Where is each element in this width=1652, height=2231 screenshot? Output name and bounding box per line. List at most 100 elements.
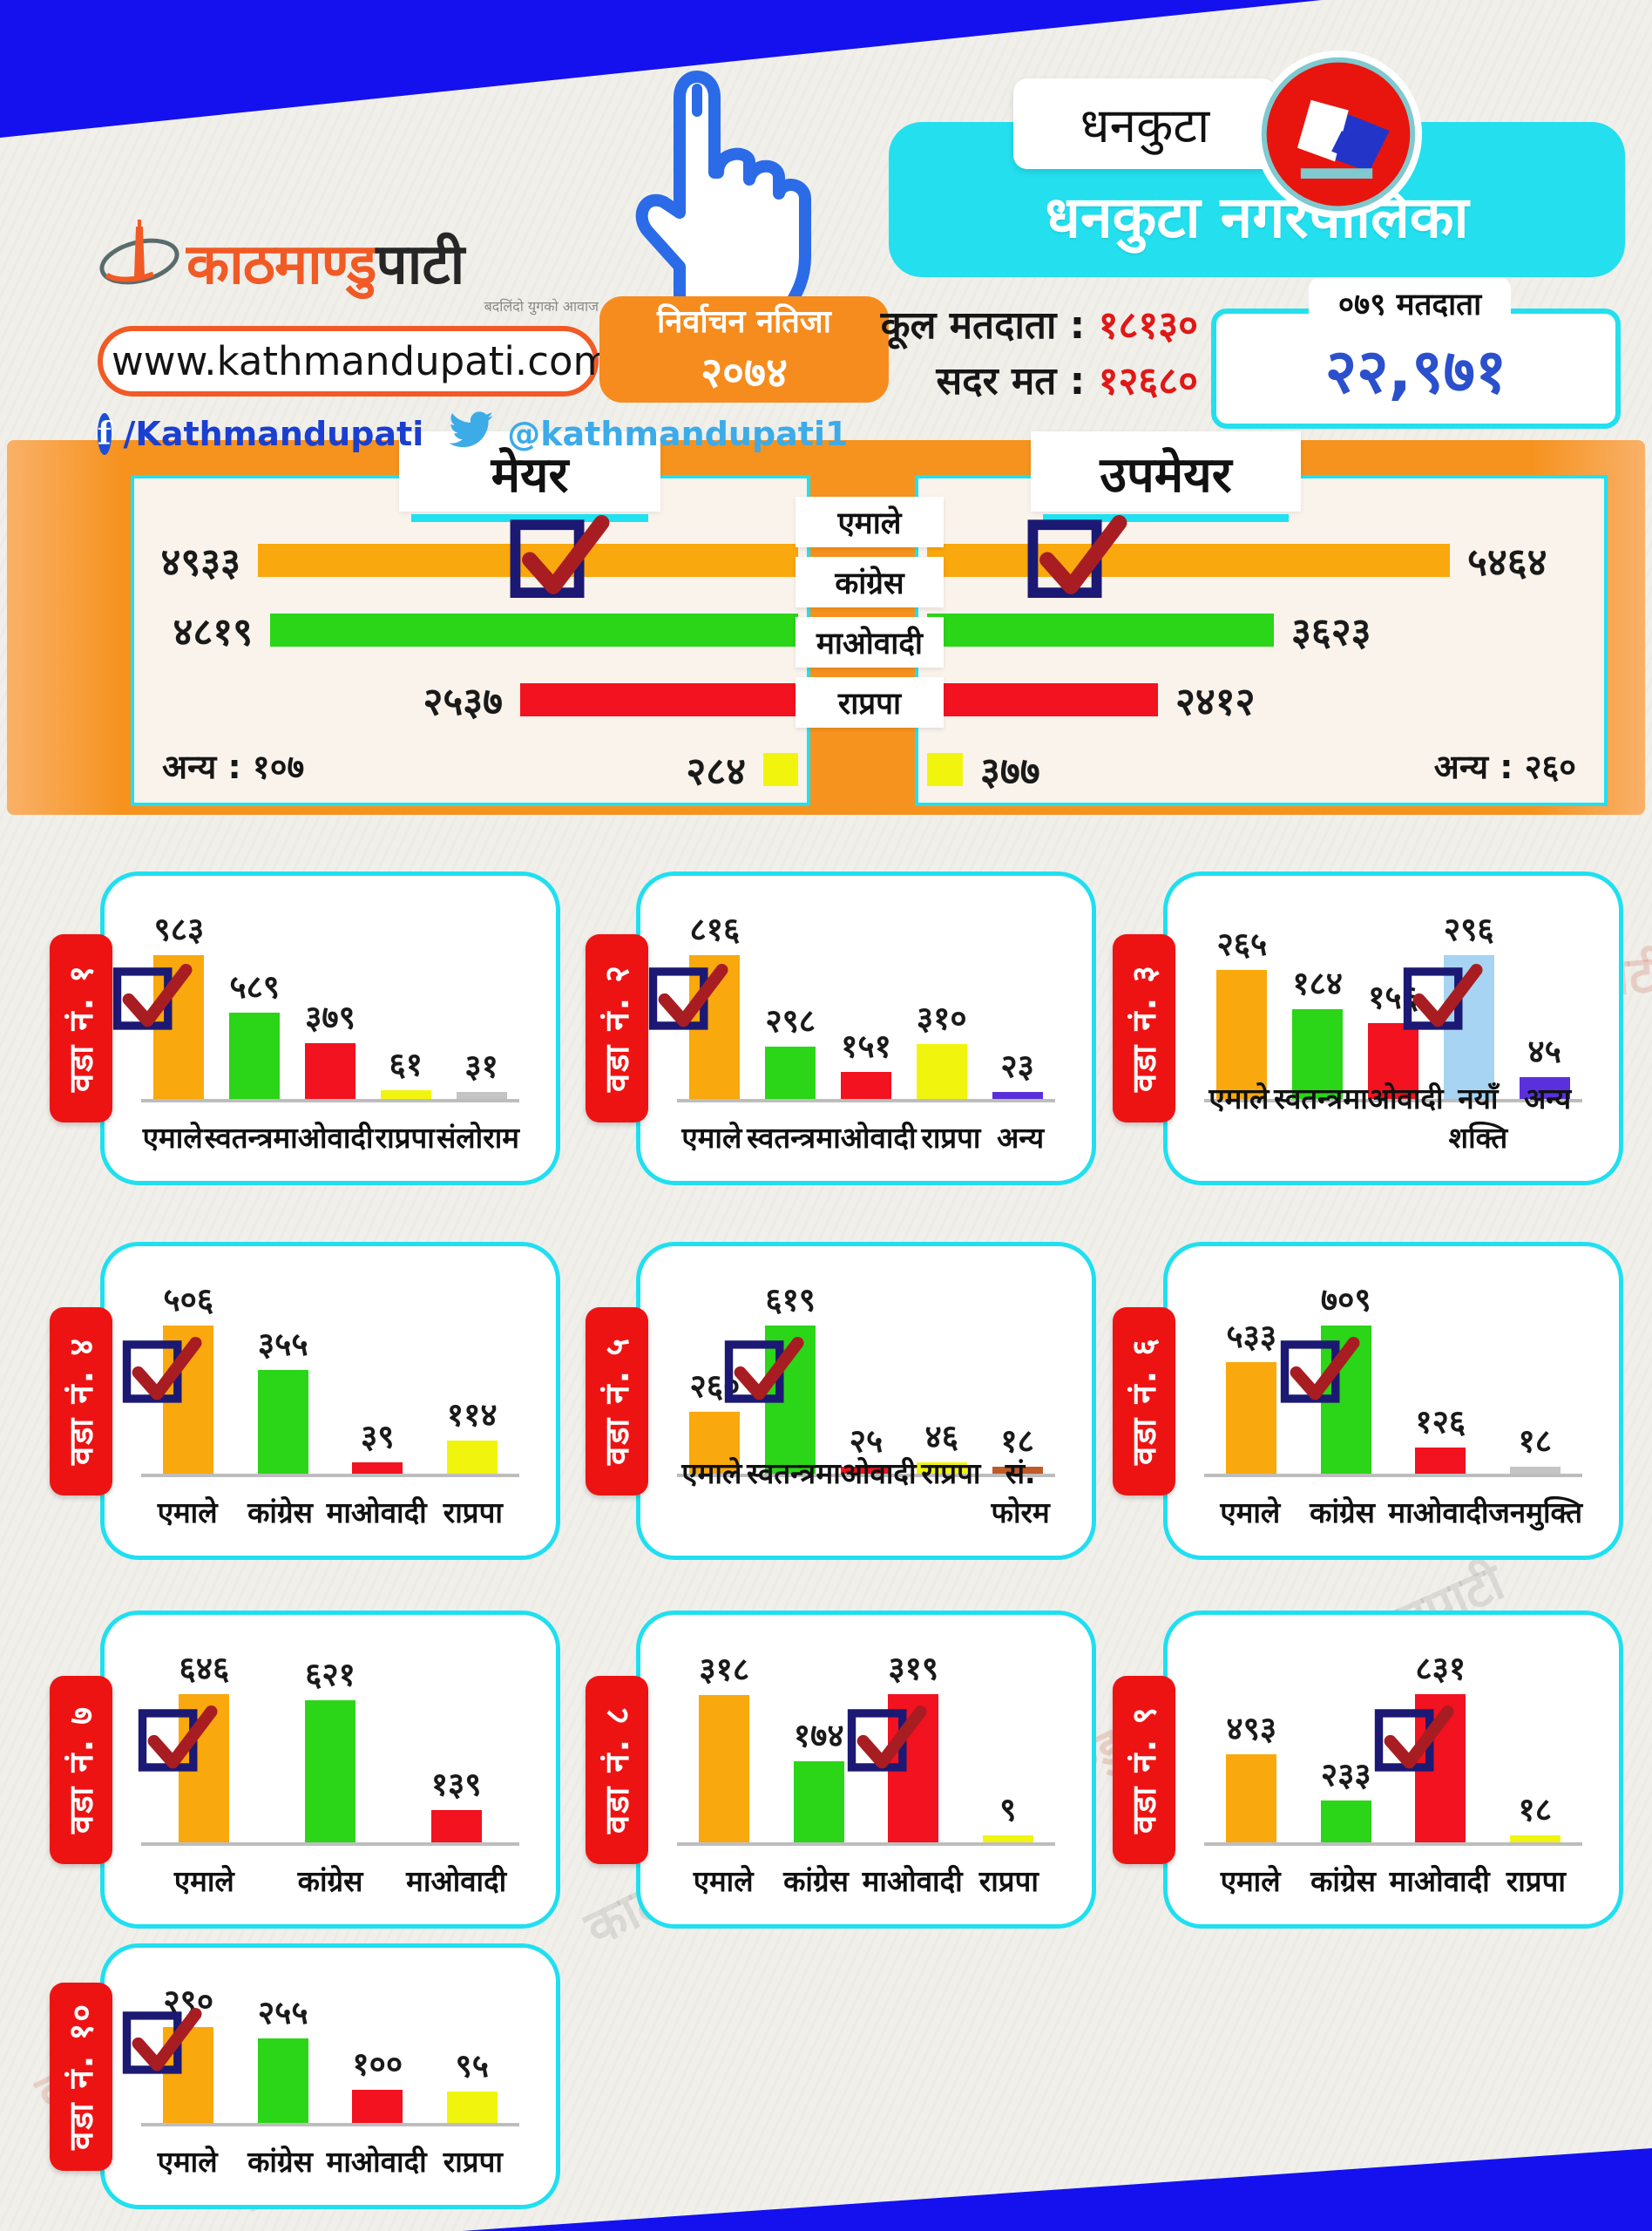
valid-votes-line: सदर मत : १२६८०	[858, 354, 1198, 410]
ward-category-label: कांग्रेस	[1310, 1864, 1376, 1898]
ward-bar-value: ८१६	[689, 911, 741, 948]
ward-bar-column: ११४	[425, 1391, 520, 1474]
ward-bar-column: ७०९	[1280, 1276, 1394, 1474]
brand-text-black: पाटी	[376, 233, 465, 297]
winner-check-icon	[1372, 1699, 1454, 1780]
ward-bar	[257, 1370, 308, 1474]
ward-category-label: अन्य	[997, 1121, 1045, 1155]
ward-category-labels: एमाले स्वतन्त्र माओवादी राप्रपा अन्य	[677, 1117, 1055, 1156]
ward-bar	[916, 1044, 967, 1099]
ward-bar	[1367, 1023, 1418, 1099]
valid-votes-value: १२६८०	[1098, 358, 1198, 403]
ward-bar-value: ७०९	[1320, 1281, 1371, 1319]
ward-bar-value: ५८९	[229, 968, 281, 1006]
ward-category-label: कांग्रेस	[297, 1864, 363, 1898]
ward-category-labels: एमाले स्वतन्त्र माओवादी राप्रपा संलोराम	[141, 1117, 519, 1156]
ward-category-label: कांग्रेस	[247, 1495, 313, 1529]
ward-bar-chart: ४९३ २३३ ८३१ १८	[1204, 1646, 1582, 1846]
ward-bar-value: १८	[1518, 1422, 1552, 1460]
winner-check-icon	[845, 1699, 927, 1780]
mayor-bar-row: २८४	[134, 735, 807, 804]
ward-category-label: एमाले	[681, 1121, 742, 1155]
ward-category-label: राप्रपा	[443, 2145, 503, 2179]
ward-panel: ५३३ ७०९ १२६ १८ एमाले कांग्रेस माओवादी जनमुक्ति	[1163, 1242, 1623, 1560]
winner-check-icon	[1401, 957, 1483, 1039]
ward-category-label: एमाले	[157, 1495, 218, 1529]
ward-category-label: माओवादी	[1388, 1495, 1489, 1529]
ward-number-badge: वडा नं. ४	[50, 1306, 112, 1495]
ward-panel: २९० २५५ १०० ९५ एमाले कांग्रेस माओवादी राप्रपा	[100, 1943, 560, 2209]
ward-category-label: अन्य	[1524, 1082, 1572, 1116]
ward-category-label: माओवादी	[816, 1456, 917, 1490]
ward-category-label: संलोराम	[436, 1121, 519, 1155]
ward-panel: ४९३ २३३ ८३१ १८ एमाले कांग्रेस माओवादी राप्रपा	[1163, 1611, 1623, 1929]
ward-bar-chart: ३१८ १७४ ३१९ ९	[677, 1646, 1055, 1846]
ward-bar-value: १८४	[1292, 965, 1344, 1002]
website-link[interactable]: www.kathmandupati.com	[98, 326, 611, 397]
ward-category-label: एमाले	[1220, 1864, 1281, 1898]
ward-category-label: जनमुक्ति	[1488, 1495, 1583, 1529]
facebook-icon: f	[98, 412, 112, 455]
ward-category-label: स्वतन्त्र	[204, 1121, 274, 1155]
bar-value-label: २५३७	[423, 680, 503, 724]
ward-bar-value: १८	[1000, 1422, 1034, 1460]
voters-chip: ०७९ मतदाता	[1309, 277, 1511, 329]
party-bar	[927, 683, 1158, 716]
ward-bar-column: ८३१	[1375, 1644, 1488, 1842]
ward-bar-column: २५५	[236, 1989, 331, 2123]
bar-value-label: ३७७	[980, 749, 1040, 794]
ward-bar-value: ३१०	[916, 1000, 967, 1037]
mayor-title: मेयर	[399, 431, 660, 522]
party-label-chip: माओवादी	[796, 617, 944, 668]
ward-number-text: वडा नं. ४	[62, 1336, 100, 1466]
winner-check-icon	[722, 1330, 804, 1412]
ward-number-badge: वडा नं. २	[586, 934, 648, 1122]
mayor-section: मेयर उपमेयर ४९३३ ४८१९ २५३७ २८४ अन्य : १०७ ए…	[7, 431, 1645, 815]
ward-number-badge: वडा नं. ६	[1113, 1306, 1175, 1495]
ward-bar-column: १८	[1488, 1786, 1583, 1842]
ward-bar	[1509, 1467, 1561, 1474]
mayor-bar-row: ४८१९	[134, 595, 807, 665]
twitter-handle[interactable]: @kathmandupati1	[507, 414, 849, 453]
ward-category-label: एमाले	[173, 1864, 234, 1898]
ward-bar-value: ५३३	[1226, 1318, 1277, 1355]
valid-votes-label: सदर मत :	[936, 358, 1086, 403]
ward-category-label: कांग्रेस	[783, 1864, 849, 1898]
ward-bar	[380, 1090, 431, 1099]
ward-category-label: राप्रपा	[921, 1121, 981, 1155]
election-result-badge: निर्वाचन नतिजा २०७४	[599, 296, 889, 403]
brand-text-orange: काठमाण्डु	[186, 233, 376, 297]
ward-number-text: वडा नं. ३	[1125, 964, 1163, 1093]
mayor-bar-row: ४९३३	[134, 515, 807, 599]
total-voters-line: कूल मतदाता : १८१३०	[858, 298, 1198, 354]
total-voters-label: कूल मतदाता :	[880, 303, 1086, 348]
ward-bar	[456, 1092, 507, 1099]
ward-bar-column: ६१९	[725, 1276, 829, 1474]
ward-bar-value: २३३	[1320, 1756, 1371, 1794]
bar-value-label: २४१२	[1175, 680, 1256, 724]
mayor-bar-row: २४१२	[918, 665, 1604, 735]
ward-panel: ९८३ ५८९ ३७९ ६१ ३१ एमाले स्वतन्त्र माओवादी राप्रप…	[100, 871, 560, 1185]
total-voters-value: १८१३०	[1098, 303, 1198, 348]
ward-bar-value: ९५	[455, 2047, 489, 2085]
ward-bar	[916, 1462, 967, 1474]
ward-bar	[1226, 1362, 1277, 1474]
ward-number-badge: वडा नं. ८	[586, 1675, 648, 1864]
facebook-handle[interactable]: /Kathmandupati	[123, 414, 424, 453]
ward-bar-chart: ५३३ ७०९ १२६ १८	[1204, 1278, 1582, 1477]
ward-panel: ५०६ ३५५ ३९ ११४ एमाले कांग्रेस माओवादी राप्रपा	[100, 1242, 560, 1560]
mayor-bar-row: ३६२३	[918, 595, 1604, 665]
ward-category-label: कांग्रेस	[1310, 1495, 1375, 1529]
ward-bar-chart: २६५ १८४ १५६ २९६ ४५	[1204, 907, 1582, 1102]
winner-check-icon	[111, 957, 193, 1039]
ward-number-text: वडा नं. ९	[1125, 1705, 1163, 1834]
ward-number-text: वडा नं. १०	[62, 2003, 100, 2150]
ward-bar-value: ४९३	[1226, 1710, 1277, 1747]
ward-bar-column: ८१६	[649, 905, 753, 1099]
mayor-bar-row: २५३७	[134, 665, 807, 735]
bar-value-label: ५४६४	[1467, 540, 1547, 585]
voting-hand-icon	[610, 54, 835, 318]
ward-bar-column: ६१	[368, 1041, 443, 1099]
ward-panel: ३१८ १७४ ३१९ ९ एमाले कांग्रेस माओवादी राप्रपा	[636, 1611, 1096, 1929]
